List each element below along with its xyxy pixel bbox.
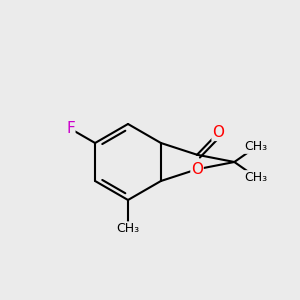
Text: O: O bbox=[191, 162, 203, 177]
Text: F: F bbox=[66, 121, 75, 136]
Text: CH₃: CH₃ bbox=[116, 222, 140, 235]
Text: CH₃: CH₃ bbox=[244, 140, 268, 153]
Text: CH₃: CH₃ bbox=[244, 171, 268, 184]
Text: O: O bbox=[212, 125, 224, 140]
